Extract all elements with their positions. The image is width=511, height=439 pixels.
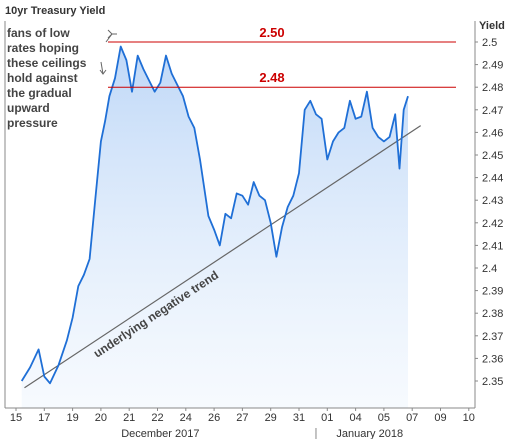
y-tick-label-2.47: 2.47 — [482, 105, 503, 117]
note-arrowhead-upper — [107, 29, 113, 39]
trend-line — [24, 125, 422, 389]
y-tick-label-2.44: 2.44 — [482, 173, 503, 185]
y-tick-label-2.37: 2.37 — [482, 331, 503, 343]
y-tick-label-2.45: 2.45 — [482, 150, 503, 162]
x-tick-label-14: 07 — [406, 412, 418, 424]
level-label-2.50: 2.50 — [259, 25, 284, 40]
note-arrowhead-lower — [99, 69, 107, 75]
x-tick-label-3: 20 — [95, 412, 107, 424]
x-axis-ticks: 15 17 19 20 21 22 24 26 27 29 31 01 04 05 07 09 10 Decemb… — [10, 408, 475, 439]
y-tick-label-2.39: 2.39 — [482, 286, 503, 298]
x-tick-label-13: 05 — [378, 412, 390, 424]
y-tick-label-2.43: 2.43 — [482, 195, 503, 207]
month-label-december: December 2017 — [121, 428, 199, 439]
y-axis-title: Yield — [479, 20, 505, 32]
x-tick-label-6: 24 — [180, 412, 192, 424]
series-line-0 — [20, 45, 409, 385]
note-arrow-lower — [100, 61, 104, 75]
note-line-0: fans of low — [7, 26, 70, 40]
chart-title: 10yr Treasury Yield — [5, 5, 105, 17]
y-tick-label-2.41: 2.41 — [482, 240, 503, 252]
plot-frame — [4, 21, 476, 409]
note-line-1: rates hoping — [7, 41, 79, 55]
series-area-0 — [21, 46, 408, 408]
x-tick-label-8: 27 — [236, 412, 248, 424]
x-tick-label-16: 10 — [463, 412, 475, 424]
x-tick-label-12: 04 — [349, 412, 361, 424]
y-tick-label-2.42: 2.42 — [482, 218, 503, 230]
x-tick-label-9: 29 — [265, 412, 277, 424]
x-tick-label-2: 19 — [66, 412, 78, 424]
y-tick-label-2.35: 2.35 — [482, 376, 503, 388]
x-tick-label-0: 15 — [10, 412, 22, 424]
area-layer — [21, 46, 408, 408]
level-label-2.48: 2.48 — [259, 70, 284, 85]
note-line-6: pressure — [7, 116, 58, 130]
x-tick-label-4: 21 — [123, 412, 135, 424]
y-axis-ticks: 2.35 2.36 2.37 2.38 2.39 2.4 2.41 2.42 2.43 2.44 2… — [475, 37, 503, 388]
y-tick-label-2.48: 2.48 — [482, 82, 503, 94]
month-label-january: January 2018 — [336, 428, 403, 439]
y-tick-label-2.38: 2.38 — [482, 308, 503, 320]
note-line-5: upward — [7, 101, 50, 115]
y-tick-label-2.46: 2.46 — [482, 127, 503, 139]
note-line-3: hold against — [7, 71, 78, 85]
note-line-4: the gradual — [7, 86, 72, 100]
x-tick-label-5: 22 — [151, 412, 163, 424]
x-tick-label-7: 26 — [208, 412, 220, 424]
y-tick-label-2.49: 2.49 — [482, 60, 503, 72]
x-tick-label-10: 31 — [293, 412, 305, 424]
level-layer: 2.50 2.48 — [108, 25, 456, 88]
x-tick-label-1: 17 — [38, 412, 50, 424]
x-tick-label-15: 09 — [434, 412, 446, 424]
y-tick-label-2.4: 2.4 — [482, 263, 497, 275]
line-layer — [20, 45, 409, 385]
x-tick-label-11: 01 — [321, 412, 333, 424]
y-tick-label-2.36: 2.36 — [482, 353, 503, 365]
note-line-2: these ceilings — [7, 56, 87, 70]
y-tick-label-2.5: 2.5 — [482, 37, 497, 49]
